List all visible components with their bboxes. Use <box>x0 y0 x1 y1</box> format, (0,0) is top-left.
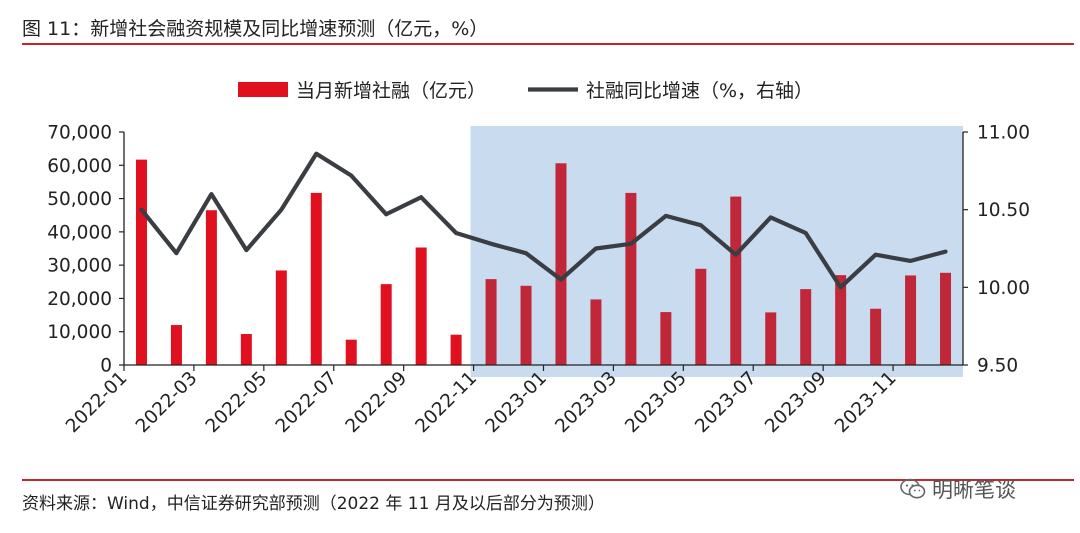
x-tick-label: 2022-03 <box>132 368 202 438</box>
growth-line <box>139 151 948 290</box>
forecast-shade <box>470 126 963 377</box>
bar-2022-08 <box>380 284 392 365</box>
right-tick-label: 11.00 <box>977 123 1030 144</box>
legend-line-label: 社融同比增速（%，右轴） <box>586 80 813 102</box>
source-note: 资料来源：Wind，中信证券研究部预测（2022 年 11 月及以后部分为预测） <box>22 494 605 514</box>
bar-2023-02 <box>590 299 602 365</box>
bar-2022-12 <box>520 285 532 365</box>
bar-2023-07 <box>765 312 777 365</box>
x-tick-label: 2022-01 <box>62 368 132 438</box>
left-tick-label: 0 <box>100 356 112 377</box>
left-tick-label: 10,000 <box>47 322 112 343</box>
right-tick-label: 9.50 <box>977 356 1018 377</box>
chart: 0 10,000 20,000 30,000 40,000 50,000 60,000 70,… <box>47 80 1030 438</box>
x-tick-label: 2023-07 <box>691 368 761 438</box>
x-tick-label: 2022-07 <box>272 368 342 438</box>
left-tick-label: 60,000 <box>47 156 112 177</box>
source-rule <box>22 479 1074 481</box>
bar-2023-11 <box>905 275 917 365</box>
bar-2023-04 <box>660 312 672 365</box>
x-tick-label: 2023-01 <box>482 368 552 438</box>
left-tick-label: 30,000 <box>47 256 112 277</box>
bar-2022-06 <box>310 192 322 365</box>
x-tick-label: 2022-09 <box>342 368 412 438</box>
left-tick-label: 20,000 <box>47 289 112 310</box>
bar-2023-12 <box>940 272 952 365</box>
figure-title: 图 11：新增社会融资规模及同比增速预测（亿元，%） <box>22 18 489 40</box>
left-tick-label: 50,000 <box>47 189 112 210</box>
bar-2022-11 <box>485 279 497 365</box>
title-rule <box>22 43 1074 45</box>
right-tick-label: 10.50 <box>977 200 1030 221</box>
bar-2022-04 <box>240 334 252 365</box>
bar-2023-10 <box>870 308 882 365</box>
bar-2023-08 <box>800 289 812 365</box>
bar-2022-10 <box>450 334 462 365</box>
bar-2023-09 <box>835 275 847 365</box>
bar-2022-01 <box>135 159 147 365</box>
bar-2022-07 <box>345 339 357 365</box>
right-tick-label: 10.00 <box>977 278 1030 299</box>
bar-2023-03 <box>625 192 637 365</box>
left-tick-label: 40,000 <box>47 222 112 243</box>
bar-2023-05 <box>695 268 707 365</box>
left-tick-label: 70,000 <box>47 123 112 144</box>
watermark: 明晰笔谈 <box>900 474 1016 504</box>
legend-bar-swatch <box>238 82 288 97</box>
x-tick-label: 2023-03 <box>551 368 621 438</box>
bar-2022-02 <box>170 325 182 365</box>
bar-2022-03 <box>205 210 217 365</box>
x-tick-label: 2022-05 <box>202 368 272 438</box>
wechat-icon <box>900 478 926 499</box>
x-tick-label: 2022-11 <box>412 368 482 438</box>
legend-bar-label: 当月新增社融（亿元） <box>296 80 486 102</box>
bar-2022-05 <box>275 270 287 365</box>
bar-2022-09 <box>415 247 427 365</box>
bar-2023-01 <box>555 163 567 365</box>
x-tick-label: 2023-09 <box>761 368 831 438</box>
x-tick-label: 2023-11 <box>831 368 901 438</box>
bar-2023-06 <box>730 196 742 365</box>
x-tick-label: 2023-05 <box>621 368 691 438</box>
watermark-text: 明晰笔谈 <box>932 478 1016 502</box>
